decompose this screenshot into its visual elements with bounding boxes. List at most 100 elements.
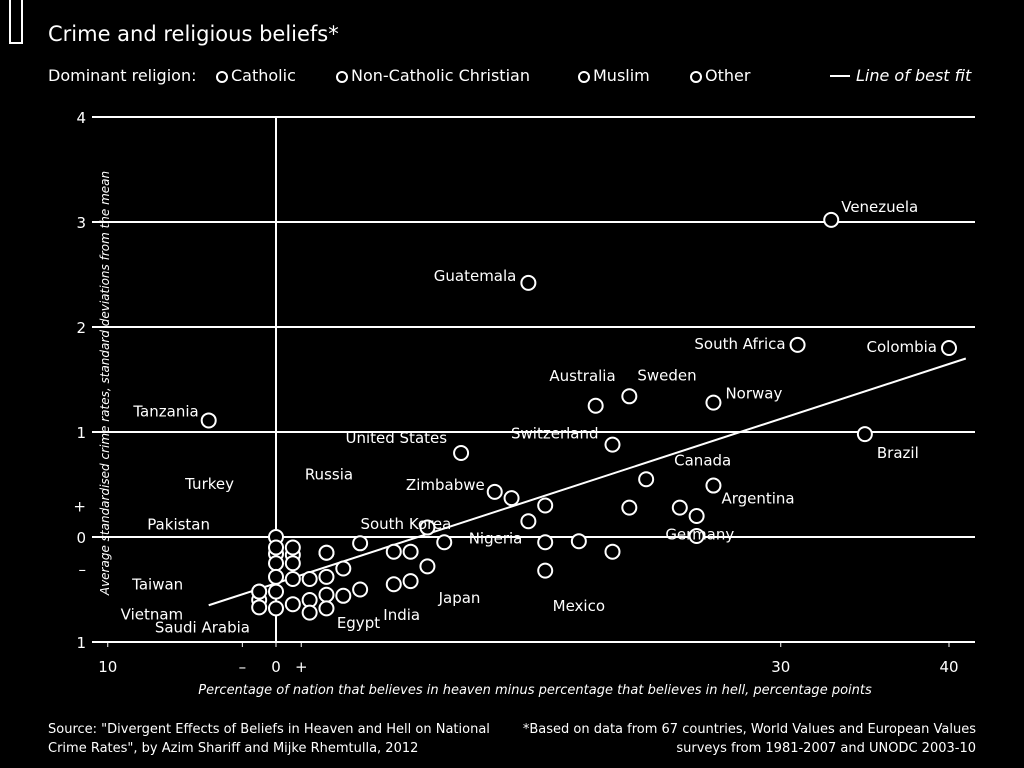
y-tick-label: 2 <box>76 319 86 337</box>
point-label-south-africa: South Africa <box>694 335 785 353</box>
data-point-venezuela <box>823 211 840 228</box>
data-point-norway <box>705 394 722 411</box>
data-point-saudi-arabia <box>268 600 284 617</box>
point-label-vietnam: Vietnam <box>121 605 184 623</box>
data-point-tanzania <box>200 412 217 429</box>
data-point <box>268 555 284 572</box>
point-label-united-states: United States <box>345 429 447 447</box>
source-note: Source: "Divergent Effects of Beliefs in… <box>48 722 490 756</box>
legend: Dominant religion: Catholic Non-Catholic… <box>48 66 978 90</box>
data-point <box>537 534 554 551</box>
data-point-egypt <box>284 596 301 613</box>
data-point <box>604 543 621 560</box>
y-tick-label: – <box>79 561 87 579</box>
other-circle-icon <box>690 71 702 83</box>
legend-item-non-catholic-christian: Non-Catholic Christian <box>336 66 530 85</box>
data-point-colombia <box>941 340 957 356</box>
point-label-saudi-arabia: Saudi Arabia <box>155 618 250 636</box>
data-point <box>301 604 318 621</box>
point-label-guatemala: Guatemala <box>434 267 517 285</box>
data-point <box>419 519 436 536</box>
data-point <box>385 576 402 593</box>
data-point-south-africa <box>789 336 806 353</box>
best-fit-line <box>208 357 967 607</box>
point-label-turkey: Turkey <box>184 475 234 493</box>
point-label-sweden: Sweden <box>637 366 696 384</box>
point-label-norway: Norway <box>725 385 782 403</box>
data-point <box>268 583 284 600</box>
point-label-venezuela: Venezuela <box>841 198 918 216</box>
data-point-australia <box>587 397 604 414</box>
point-label-colombia: Colombia <box>867 338 938 356</box>
y-tick-label: 4 <box>76 109 86 127</box>
x-tick-label: 40 <box>939 658 958 676</box>
point-label-brazil: Brazil <box>877 444 919 462</box>
legend-item-other: Other <box>690 66 750 85</box>
data-point-switzerland <box>604 436 621 453</box>
data-point <box>318 568 335 585</box>
non-catholic-christian-circle-icon <box>336 71 348 83</box>
point-label-zimbabwe: Zimbabwe <box>406 476 485 494</box>
data-point <box>419 558 436 575</box>
data-point-south-korea <box>318 544 335 561</box>
y-tick-label: 0 <box>76 529 86 547</box>
header-tab-mark <box>9 0 23 44</box>
data-point <box>503 490 520 507</box>
data-point <box>688 508 705 524</box>
catholic-circle-icon <box>216 71 228 83</box>
y-tick-label: + <box>73 498 86 516</box>
point-label-japan: Japan <box>438 589 481 607</box>
data-point <box>402 543 419 560</box>
data-point-mexico <box>570 533 587 550</box>
data-point <box>688 527 705 544</box>
data-point-united-states <box>453 445 470 461</box>
point-label-canada: Canada <box>674 451 731 469</box>
data-point <box>352 535 369 552</box>
data-point-argentina <box>705 477 722 494</box>
data-point-vietnam <box>251 599 268 616</box>
legend-item-muslim: Muslim <box>578 66 650 85</box>
x-tick-label: – <box>239 658 247 676</box>
legend-label: Dominant religion: <box>48 66 197 85</box>
data-point-pakistan <box>268 539 284 556</box>
y-tick-label: 1 <box>76 634 86 652</box>
data-point <box>352 581 369 598</box>
data-point <box>537 562 554 579</box>
line-icon <box>830 75 850 77</box>
data-point-sweden <box>621 388 638 405</box>
point-label-pakistan: Pakistan <box>147 516 210 534</box>
data-point-japan <box>402 573 419 590</box>
point-label-switzerland: Switzerland <box>511 425 599 443</box>
data-point-germany <box>621 499 638 516</box>
x-tick-label: 10 <box>98 658 117 676</box>
data-point-brazil <box>856 426 873 443</box>
data-point <box>537 497 554 514</box>
point-label-egypt: Egypt <box>337 614 380 632</box>
point-label-germany: Germany <box>665 526 734 544</box>
legend-item-best-fit: Line of best fit <box>830 66 971 85</box>
x-axis-label: Percentage of nation that believes in he… <box>198 683 872 698</box>
point-label-mexico: Mexico <box>553 597 605 615</box>
muslim-circle-icon <box>578 71 590 83</box>
data-point <box>335 560 352 577</box>
point-label-nigeria: Nigeria <box>469 529 523 547</box>
data-point-india <box>335 587 352 604</box>
data-point-guatemala <box>520 274 537 291</box>
data-point <box>318 586 335 603</box>
point-label-tanzania: Tanzania <box>132 402 198 420</box>
data-point <box>436 534 453 551</box>
y-axis-label: Average standardised crime rates, standa… <box>98 170 112 596</box>
data-point <box>301 571 318 587</box>
data-point-taiwan <box>251 583 268 600</box>
x-tick-label: 0 <box>271 658 281 676</box>
data-point <box>284 571 301 587</box>
point-label-russia: Russia <box>305 466 353 484</box>
chart-title: Crime and religious beliefs* <box>48 22 339 46</box>
data-point-russia <box>284 539 301 556</box>
legend-item-catholic: Catholic <box>216 66 296 85</box>
data-point-nigeria <box>520 513 537 530</box>
data-point <box>318 600 335 617</box>
data-point-zimbabwe <box>486 483 503 500</box>
data-point-canada <box>638 471 655 488</box>
